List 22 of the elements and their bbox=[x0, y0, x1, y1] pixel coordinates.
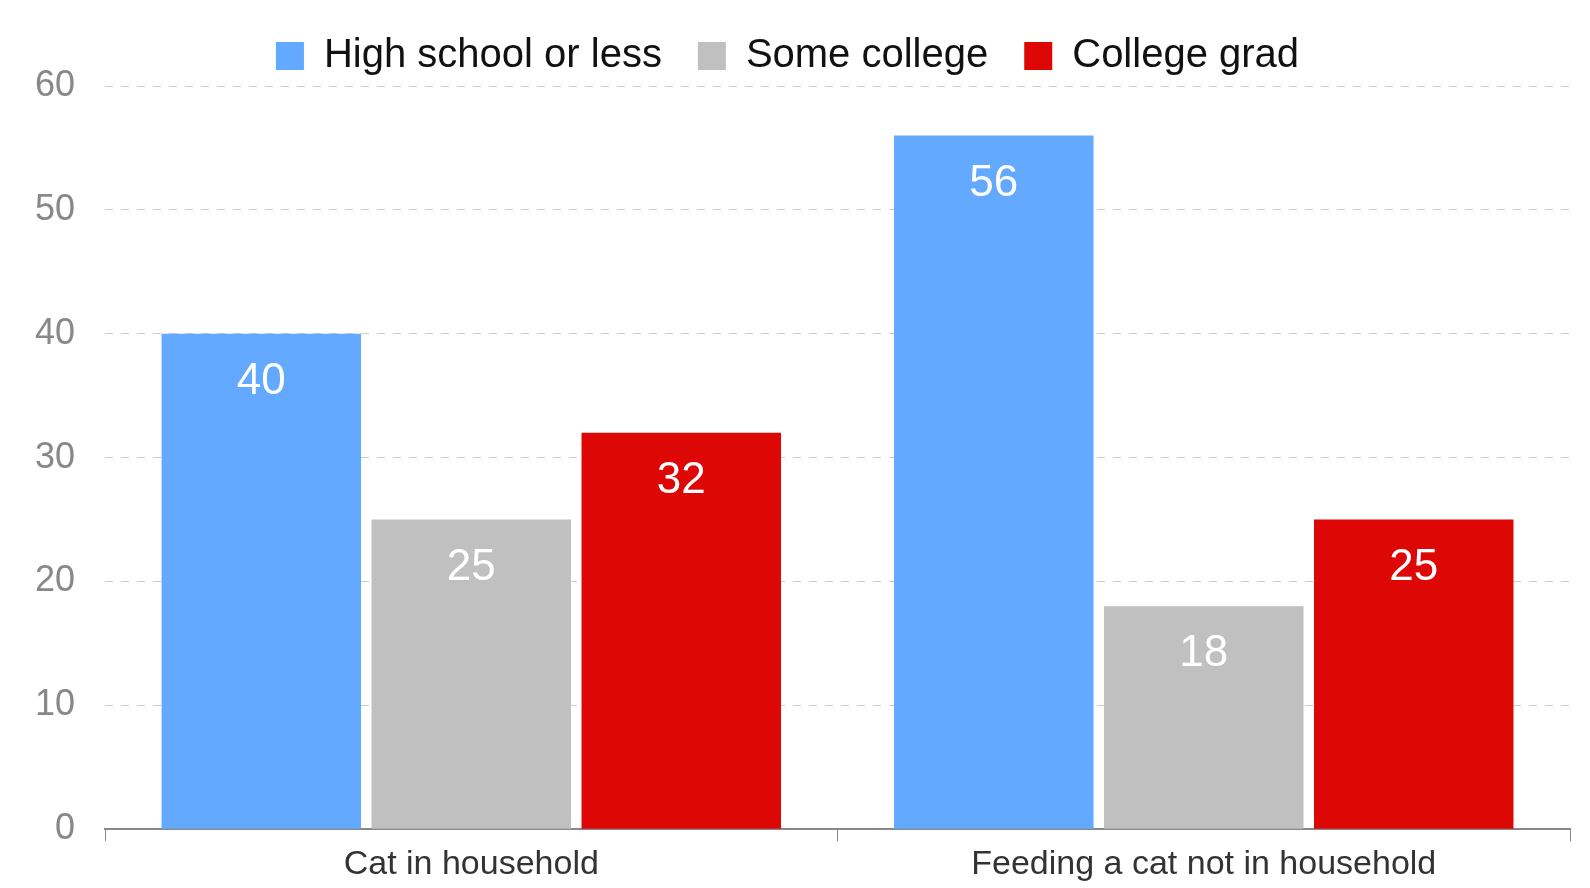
x-tick-label: Cat in household bbox=[343, 842, 599, 881]
data-label: 56 bbox=[969, 155, 1019, 205]
data-label: 18 bbox=[1179, 626, 1229, 676]
y-tick-label: 40 bbox=[35, 310, 76, 352]
bar bbox=[161, 333, 362, 829]
y-tick-label: 0 bbox=[55, 806, 76, 848]
data-label: 32 bbox=[656, 452, 706, 502]
data-label: 25 bbox=[1389, 539, 1439, 589]
bar bbox=[1314, 519, 1514, 829]
y-tick-label: 60 bbox=[35, 62, 76, 104]
data-label: 40 bbox=[236, 353, 286, 403]
y-tick-label: 50 bbox=[35, 186, 76, 228]
legend-label: Some college bbox=[745, 31, 989, 76]
y-tick-label: 20 bbox=[35, 558, 76, 600]
y-tick-label: 30 bbox=[35, 434, 76, 476]
legend-label: College grad bbox=[1072, 31, 1300, 76]
y-tick-label: 10 bbox=[35, 682, 76, 724]
x-tick-label: Feeding a cat not in household bbox=[971, 842, 1437, 881]
bar bbox=[581, 432, 781, 829]
legend-label: High school or less bbox=[323, 31, 662, 76]
bar bbox=[894, 135, 1094, 829]
data-label: 25 bbox=[446, 539, 496, 589]
